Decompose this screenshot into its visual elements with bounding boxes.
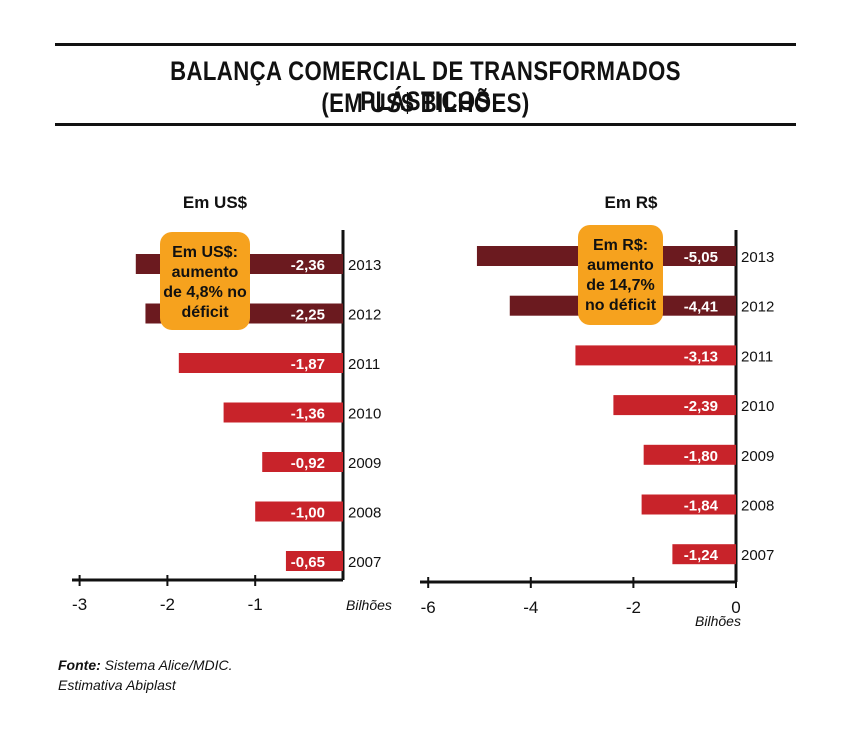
chart-title-line-2: (EM US$ BILHÕES) [321,88,530,118]
usd-category-label-2013: 2013 [348,257,381,274]
brl-value-label-2009: -1,80 [684,448,718,465]
top-rule [55,43,796,46]
brl-value-label-2013: -5,05 [684,249,718,266]
brl-bar-2010 [613,395,736,416]
usd-category-label-2012: 2012 [348,307,381,324]
brl-category-label-2013: 2013 [741,249,774,266]
usd-unit-label: Bilhões [346,597,392,613]
brl-tick-label-3: 0 [731,598,740,617]
brl-tick-label-2: -2 [626,598,641,617]
usd-panel-title: Em US$ [183,193,248,212]
chart-title-line-1: BALANÇA COMERCIAL DE TRANSFORMADOS PLÁST… [170,56,681,116]
brl-tick-label-1: -4 [523,598,538,617]
usd-category-label-2007: 2007 [348,554,381,571]
usd-value-label-2008: -1,00 [291,505,325,522]
usd-value-label-2011: -1,87 [291,356,325,373]
usd-callout-line-0: Em US$: [172,244,238,261]
brl-category-label-2010: 2010 [741,398,774,415]
usd-value-label-2012: -2,25 [291,307,325,324]
usd-bar-2007 [285,551,343,571]
brl-bar-2007 [672,544,736,565]
brl-value-label-2010: -2,39 [684,398,718,415]
usd-bar-2008 [255,501,343,522]
brl-callout-line-1: aumento [587,257,654,274]
usd-tick-label-2: -1 [248,595,263,614]
brl-bar-2011 [575,345,736,366]
brl-callout-line-0: Em R$: [593,237,648,254]
source-estimate: Estimativa Abiplast [58,677,176,693]
brl-category-label-2011: 2011 [741,348,773,365]
brl-callout-line-2: de 14,7% [586,277,654,294]
usd-callout-line-1: aumento [172,264,239,281]
source-label: Fonte: [58,657,101,673]
source-note: Fonte: Sistema Alice/MDIC. Estimativa Ab… [58,655,233,695]
usd-bar-2011 [178,353,343,373]
usd-value-label-2010: -1,36 [291,406,325,423]
brl-bar-2008 [641,494,736,515]
usd-category-label-2009: 2009 [348,455,381,472]
brl-category-label-2007: 2007 [741,547,774,564]
brl-bar-2009 [643,444,736,465]
brl-tick-label-0: -6 [421,598,436,617]
brl-value-label-2011: -3,13 [684,348,718,365]
usd-value-label-2009: -0,92 [291,455,325,472]
usd-callout-line-3: déficit [181,304,229,321]
usd-callout-line-2: de 4,8% no [163,284,247,301]
usd-category-label-2008: 2008 [348,505,381,522]
brl-callout-box [578,225,663,325]
brl-panel-title: Em R$ [605,193,658,212]
brl-category-label-2012: 2012 [741,299,774,316]
usd-bar-2009 [262,452,343,472]
usd-value-label-2013: -2,36 [291,257,325,274]
usd-callout-box [160,232,250,330]
usd-tick-label-0: -3 [72,595,87,614]
brl-category-label-2008: 2008 [741,498,774,515]
brl-category-label-2009: 2009 [741,448,774,465]
usd-tick-label-1: -2 [160,595,175,614]
brl-value-label-2008: -1,84 [684,498,719,515]
brl-value-label-2012: -4,41 [684,299,718,316]
bottom-rule [55,123,796,126]
usd-value-label-2007: -0,65 [291,554,325,571]
usd-bar-2010 [223,402,343,423]
source-text: Sistema Alice/MDIC. [100,657,233,673]
brl-callout-line-3: no déficit [585,297,657,314]
brl-value-label-2007: -1,24 [684,547,719,564]
usd-category-label-2011: 2011 [348,356,380,373]
brl-unit-label: Bilhões [695,613,741,629]
usd-category-label-2010: 2010 [348,406,381,423]
